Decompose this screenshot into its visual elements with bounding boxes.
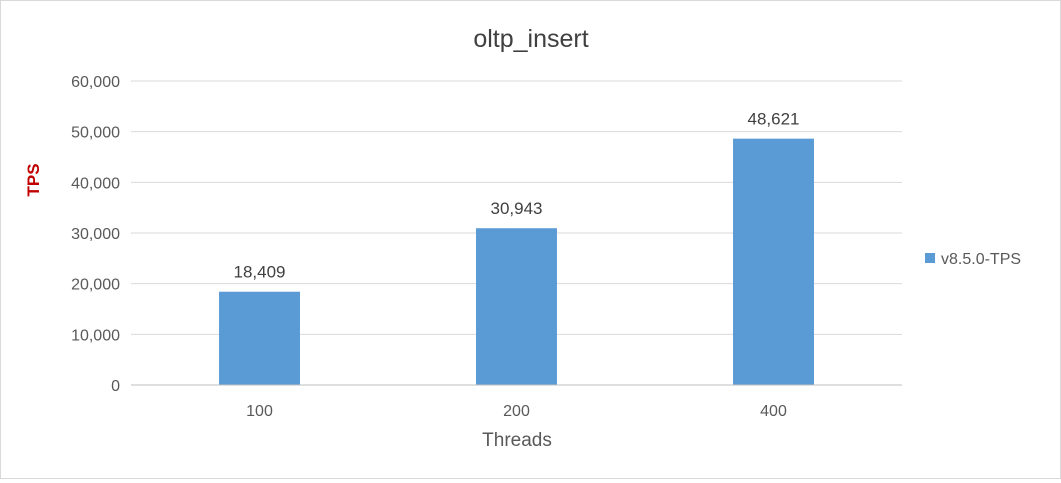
y-tick-label: 0 <box>111 378 120 395</box>
data-label: 30,943 <box>491 199 543 218</box>
bar <box>733 138 814 385</box>
y-tick-label: 10,000 <box>71 327 120 344</box>
data-label: 48,621 <box>748 110 800 129</box>
y-tick-label: 30,000 <box>71 226 120 243</box>
bar-series <box>219 138 814 385</box>
chart-title: oltp_insert <box>473 25 588 53</box>
y-tick-label: 40,000 <box>71 175 120 192</box>
x-axis-tick-labels: 100 200 400 <box>246 403 787 420</box>
legend: v8.5.0-TPS <box>925 251 1021 268</box>
legend-label: v8.5.0-TPS <box>941 251 1021 268</box>
y-tick-label: 60,000 <box>71 74 120 91</box>
x-tick-label: 200 <box>503 403 530 420</box>
y-tick-label: 50,000 <box>71 125 120 142</box>
y-tick-label: 20,000 <box>71 277 120 294</box>
bar <box>219 291 300 385</box>
x-tick-label: 400 <box>760 403 787 420</box>
data-label: 18,409 <box>234 263 286 282</box>
y-axis-tick-labels: 0 10,000 20,000 30,000 40,000 50,000 60,000 <box>71 74 120 395</box>
bar <box>476 228 557 385</box>
legend-swatch <box>925 253 935 263</box>
x-tick-label: 100 <box>246 403 273 420</box>
y-axis-title: TPS <box>24 163 43 196</box>
x-axis-title: Threads <box>482 430 552 451</box>
data-labels: 18,409 30,943 48,621 <box>234 110 800 282</box>
